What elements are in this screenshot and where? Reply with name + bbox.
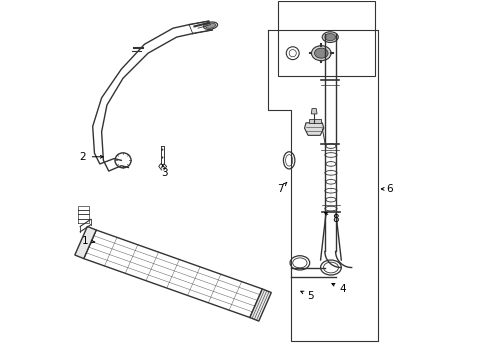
Bar	[308, 118, 320, 123]
Text: 3: 3	[161, 168, 167, 178]
Text: 7: 7	[276, 184, 283, 194]
Ellipse shape	[203, 22, 217, 30]
Ellipse shape	[324, 33, 335, 41]
Circle shape	[161, 149, 163, 151]
Bar	[278, 1, 374, 76]
Ellipse shape	[205, 23, 215, 28]
Text: 4: 4	[339, 284, 346, 294]
Text: 8: 8	[332, 214, 338, 224]
Ellipse shape	[322, 32, 338, 42]
Polygon shape	[311, 109, 316, 114]
Text: 2: 2	[80, 152, 86, 162]
Text: 5: 5	[306, 291, 313, 301]
Text: 6: 6	[385, 184, 392, 194]
Circle shape	[161, 157, 163, 158]
Polygon shape	[75, 226, 96, 258]
Ellipse shape	[311, 46, 330, 61]
Polygon shape	[249, 289, 271, 321]
Text: 1: 1	[82, 236, 89, 246]
Ellipse shape	[314, 48, 327, 58]
Polygon shape	[304, 123, 323, 135]
